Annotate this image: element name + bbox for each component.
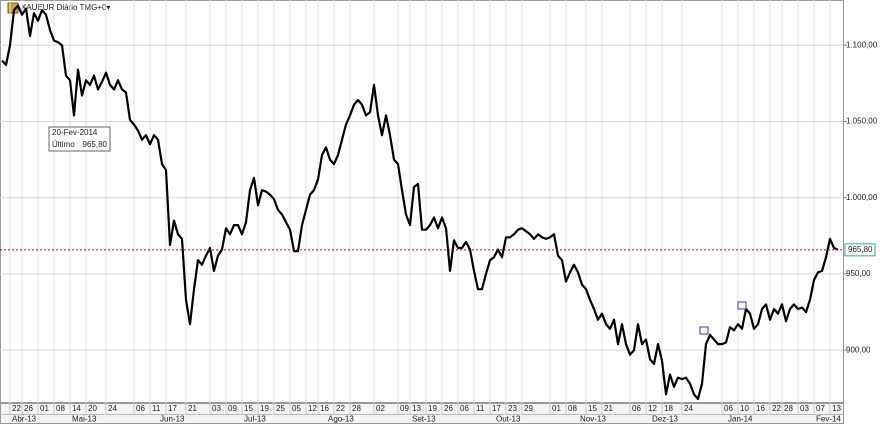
x-tick-label: 06: [632, 404, 641, 413]
month-label: Mai-13: [72, 415, 97, 424]
x-tick-label: 02: [376, 404, 385, 413]
y-tick-label: 1.000,00: [846, 193, 878, 202]
x-tick-label: 29: [524, 404, 533, 413]
info-label: Último: [52, 140, 75, 149]
x-tick-label: 20: [88, 404, 97, 413]
x-tick-label: 28: [784, 404, 793, 413]
x-tick-label: 17: [492, 404, 501, 413]
x-tick-label: 14: [72, 404, 81, 413]
x-tick-label: 28: [352, 404, 361, 413]
info-box: 20-Fev-2014 Último 965,80: [48, 126, 111, 152]
x-tick-label: 09: [400, 404, 409, 413]
month-label: Abr-13: [12, 415, 37, 424]
month-label: Jun-13: [160, 415, 185, 424]
x-tick-label: 11: [152, 404, 161, 413]
x-tick-label: 24: [108, 404, 117, 413]
info-value: 965,80: [83, 140, 108, 149]
last-value-box: [844, 243, 876, 257]
x-tick-label: 26: [444, 404, 453, 413]
x-tick-label: 07: [816, 404, 825, 413]
x-tick-label: 16: [320, 404, 329, 413]
x-tick-label: 19: [260, 404, 269, 413]
x-tick-label: 23: [508, 404, 517, 413]
x-tick-label: 22: [772, 404, 781, 413]
x-tick-label: 17: [168, 404, 177, 413]
x-tick-label: 03: [212, 404, 221, 413]
info-date: 20-Fev-2014: [52, 128, 98, 137]
y-tick-label: 950,00: [846, 269, 871, 278]
x-tick-label: 24: [684, 404, 693, 413]
month-label: Jul-13: [244, 415, 266, 424]
month-label: Jan-14: [728, 415, 753, 424]
chart-title: XAUEUR Diário TMG+0▾: [21, 3, 110, 12]
x-tick-label: 08: [56, 404, 65, 413]
x-tick-label: 26: [24, 404, 33, 413]
price-line: [1, 4, 839, 401]
x-tick-label: 06: [136, 404, 145, 413]
x-tick-label: 05: [292, 404, 301, 413]
x-tick-label: 03: [800, 404, 809, 413]
x-tick-label: 18: [664, 404, 673, 413]
grid: [0, 0, 843, 403]
x-tick-label: 15: [244, 404, 253, 413]
month-label: Set-13: [412, 415, 436, 424]
x-tick-label: 21: [604, 404, 613, 413]
month-label: Nov-13: [580, 415, 606, 424]
x-tick-label: 13: [832, 404, 841, 413]
x-tick-label: 21: [188, 404, 197, 413]
x-tick-label: 06: [460, 404, 469, 413]
month-label: Dez-13: [652, 415, 678, 424]
x-tick-label: 10: [740, 404, 749, 413]
x-tick-label: 01: [40, 404, 49, 413]
x-tick-label: 12: [648, 404, 657, 413]
y-tick-label: 1.050,00: [846, 117, 878, 126]
x-tick-label: 12: [308, 404, 317, 413]
x-tick-label: 08: [568, 404, 577, 413]
x-tick-label: 11: [476, 404, 485, 413]
y-tick-label: 900,00: [846, 345, 871, 354]
x-tick-label: 13: [412, 404, 421, 413]
y-tick-label: 1.100,00: [846, 40, 878, 49]
x-tick-label: 22: [336, 404, 345, 413]
x-tick-label: 15: [588, 404, 597, 413]
plot-frame: [0, 0, 844, 403]
x-tick-label: 01: [552, 404, 561, 413]
event-marker: [737, 301, 747, 310]
last-value-label: 965,80: [848, 245, 873, 254]
x-tick-label: 16: [756, 404, 765, 413]
month-label: Out-13: [496, 415, 521, 424]
x-tick-label: 06: [724, 404, 733, 413]
info-box-frame: [48, 126, 111, 152]
month-label: Ago-13: [328, 415, 354, 424]
x-tick-label: 22: [12, 404, 21, 413]
x-tick-label: 19: [428, 404, 437, 413]
plot: [0, 4, 843, 401]
x-tick-label: 25: [276, 404, 285, 413]
x-tick-label: 09: [228, 404, 237, 413]
month-label: Fev-14: [816, 415, 841, 424]
event-marker: [699, 326, 709, 335]
